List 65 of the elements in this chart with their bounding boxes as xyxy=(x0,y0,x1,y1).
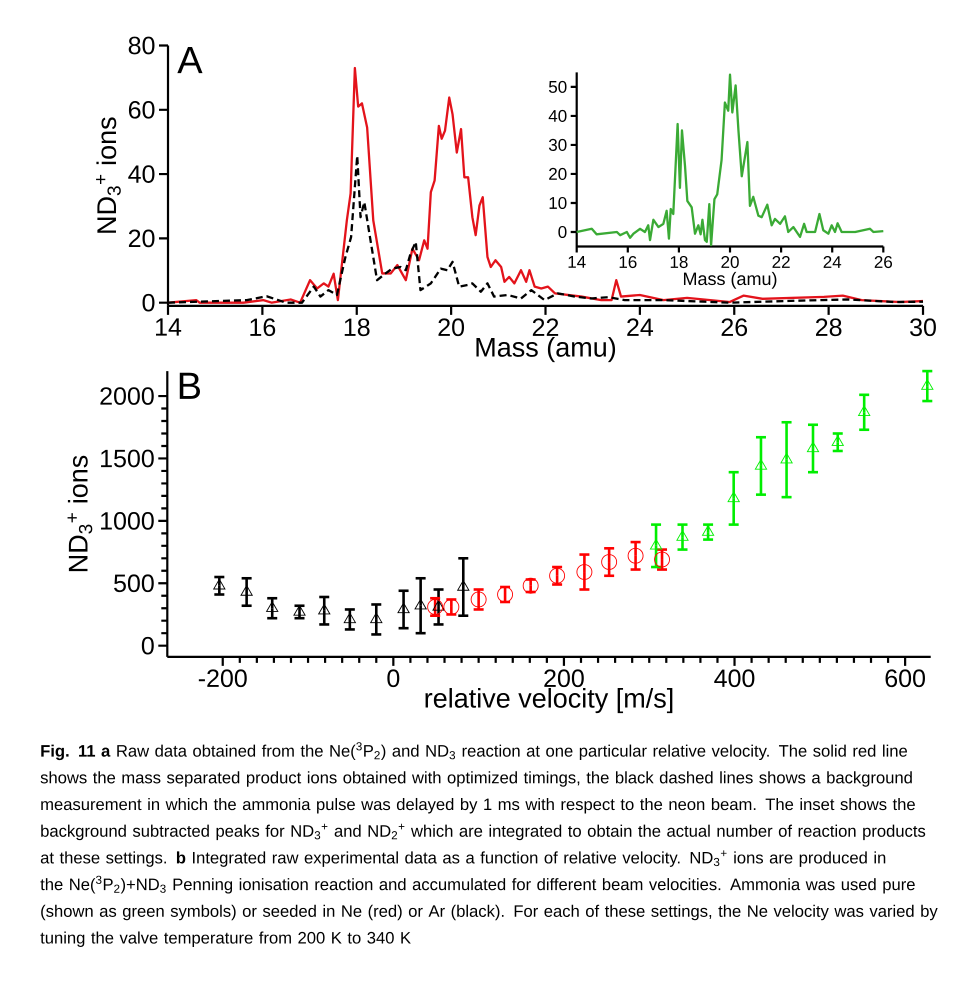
x-tick-label: 26 xyxy=(722,318,748,336)
point xyxy=(921,379,934,390)
x-tick-label: 24 xyxy=(627,318,654,336)
point xyxy=(780,452,793,464)
y-tick-label: 30 xyxy=(548,138,567,151)
x-tick-label: 14 xyxy=(156,318,182,336)
text: Fig. 11 a Raw data obtained from the Ne($^{3}$P$_{2}$) and ND$_{3}$ reaction at one particular relative velocity. The solid red line shows the mass separated product ions obtained with optimized timings, the black dashed lines shows a background measurement in which the ammonia pulse was delayed by 1 ms with respect to the neon beam. The inset shows the background subtracted peaks for ND$_{3}$$^{+}$ and ND$_{2}$$^{+}$ which are integrated to obtain the actual number of reaction products at these settings. b Integrated raw experimental data as a function of relative velocity. ND$_{3}$$^{+}$ ions are produced in the Ne($^{3}$P$_{2}$)+ND$_{3}$ Penning ionisation reaction and accumulated for different beam velocities. Ammonia was used pure (shown as green symbols) or seeded in Ne (red) or Ar (black). For each of these settings, the Ne velocity was varied by tuning the valve temperature from 200 K to 340 K xyxy=(40,742,938,947)
point xyxy=(654,552,670,568)
point xyxy=(457,580,470,591)
y-axis-title: ND$_{3}$$^{+}$ ions xyxy=(68,456,92,572)
x-tick-label: 26 xyxy=(874,256,892,268)
y-tick-label: 1500 xyxy=(101,450,154,468)
x-tick-label: 16 xyxy=(620,256,637,268)
x-tick-label: 20 xyxy=(721,256,739,268)
y-tick-label: 0 xyxy=(142,636,154,655)
x-tick-label: 0 xyxy=(387,669,400,688)
point xyxy=(427,599,444,615)
y-tick-label: 40 xyxy=(128,165,154,183)
x-tick-label: 24 xyxy=(824,256,842,268)
point xyxy=(240,585,253,596)
point xyxy=(858,405,870,416)
point xyxy=(754,458,768,470)
point xyxy=(806,442,820,452)
x-tick-label: 200 xyxy=(544,669,584,688)
x-tick-label: 18 xyxy=(344,318,370,336)
y-tick-label: 80 xyxy=(128,36,154,54)
y-tick-label: 1000 xyxy=(101,512,154,530)
x-tick-label: 22 xyxy=(772,256,790,268)
x-tick-label: 30 xyxy=(910,318,936,336)
y-tick-label: 60 xyxy=(128,100,154,119)
point xyxy=(650,538,662,550)
y-tick-label: 40 xyxy=(548,110,567,122)
x-tick-label: 16 xyxy=(250,318,276,336)
point xyxy=(628,548,644,564)
x-axis-title: relative velocity [m/s] xyxy=(426,688,672,714)
point xyxy=(702,525,714,536)
y-axis-title: ND$_{3}$$^{+}$ ions xyxy=(96,117,121,233)
y-tick-label: 500 xyxy=(114,574,154,592)
x-tick-label: 14 xyxy=(568,256,586,268)
point xyxy=(397,602,410,614)
x-tick-label: 18 xyxy=(670,256,688,268)
y-tick-label: 10 xyxy=(550,196,567,209)
point xyxy=(470,592,487,608)
point xyxy=(601,554,618,570)
point xyxy=(370,612,382,624)
y-tick-label: 50 xyxy=(548,80,567,93)
annotation: B xyxy=(180,372,200,399)
x-tick-label: -200 xyxy=(198,669,247,688)
x-tick-label: 600 xyxy=(886,669,925,688)
y-tick-label: 0 xyxy=(142,294,154,312)
annotation: A xyxy=(177,46,203,74)
y-tick-label: 2000 xyxy=(100,387,154,405)
point xyxy=(344,612,356,624)
x-axis-title: Mass (amu) xyxy=(684,272,776,289)
y-tick-label: 20 xyxy=(128,230,154,248)
y-tick-label: 0 xyxy=(558,226,567,238)
x-tick-label: 20 xyxy=(438,318,464,336)
point xyxy=(676,530,689,541)
point xyxy=(414,598,427,610)
y-tick-label: 20 xyxy=(549,168,567,180)
x-tick-label: 28 xyxy=(816,318,842,336)
point xyxy=(576,564,592,580)
x-axis-title: Mass (amu) xyxy=(476,336,616,362)
x-tick-label: 400 xyxy=(714,669,754,688)
x-tick-label: 22 xyxy=(532,318,558,336)
